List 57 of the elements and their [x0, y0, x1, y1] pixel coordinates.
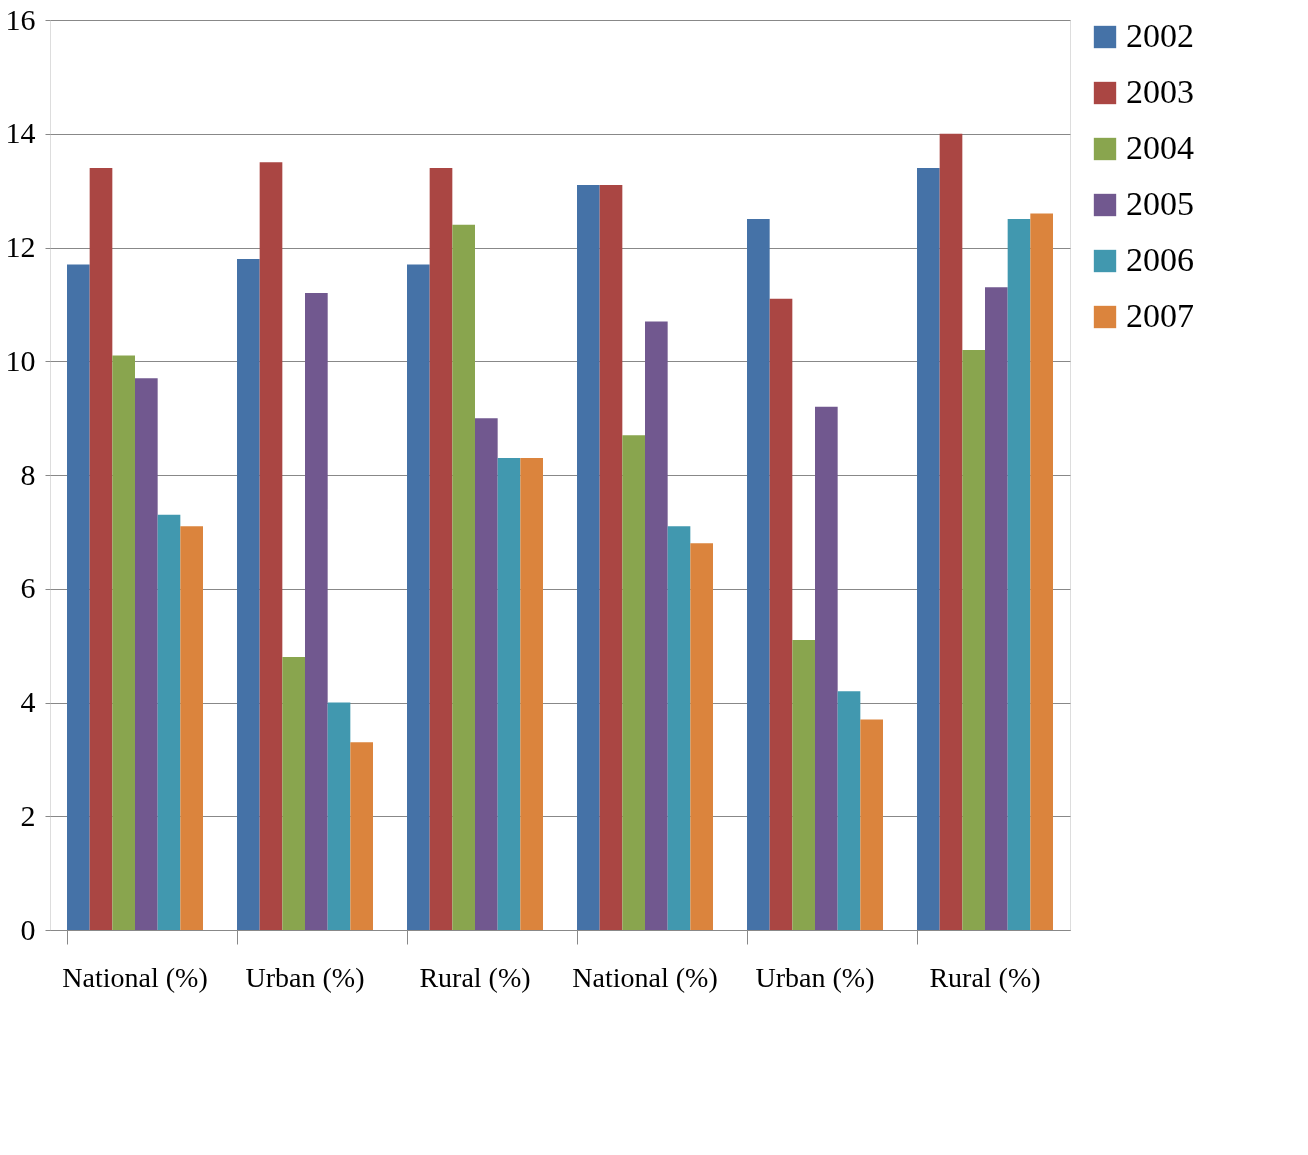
bar	[429, 167, 453, 930]
x-tick-label: Rural (%)	[929, 961, 1041, 993]
bar	[837, 691, 861, 930]
legend-label: 2005	[1126, 185, 1194, 222]
bar	[792, 639, 815, 930]
legend-label: 2002	[1126, 17, 1194, 54]
legend-label: 2003	[1126, 73, 1194, 110]
y-tick-label: 8	[20, 457, 36, 491]
x-tick-label: Urban (%)	[755, 961, 875, 993]
bar	[475, 418, 498, 930]
bar	[67, 264, 90, 930]
bar	[327, 702, 351, 930]
bar	[1007, 219, 1031, 930]
bar	[89, 167, 113, 930]
legend-label: 2006	[1126, 241, 1194, 278]
y-tick-label: 14	[5, 116, 36, 150]
bar	[112, 355, 135, 930]
legend-label: 2007	[1126, 297, 1194, 334]
bar	[305, 293, 328, 930]
bar	[962, 349, 985, 930]
y-tick-label: 12	[5, 230, 36, 263]
bar	[237, 258, 260, 930]
y-tick-label: 2	[20, 798, 36, 832]
bar	[407, 264, 430, 930]
legend-label: 2004	[1126, 129, 1194, 166]
bar	[622, 435, 645, 930]
y-tick-label: 16	[5, 2, 36, 36]
x-tick-label: National (%)	[62, 961, 208, 993]
bar	[667, 526, 691, 930]
bar	[690, 543, 713, 930]
x-tick-label: Rural (%)	[419, 961, 531, 993]
y-tick-label: 6	[20, 571, 36, 605]
bar	[939, 133, 963, 930]
bar	[452, 224, 475, 930]
bar	[917, 167, 940, 930]
y-tick-label: 0	[20, 912, 36, 946]
bar	[747, 219, 770, 930]
bar	[599, 184, 623, 930]
y-tick-label: 10	[5, 343, 36, 377]
bar	[1030, 213, 1053, 930]
bar	[350, 742, 373, 930]
bar	[259, 162, 283, 930]
bar	[180, 526, 203, 930]
bar	[769, 298, 793, 930]
bar	[860, 719, 883, 930]
bar	[577, 184, 600, 930]
bar	[282, 657, 305, 930]
x-tick-label: National (%)	[572, 961, 718, 993]
bar	[157, 514, 181, 930]
bar	[985, 287, 1008, 930]
x-tick-label: Urban (%)	[245, 961, 365, 993]
bar	[815, 406, 838, 930]
y-tick-label: 4	[20, 685, 36, 718]
bar	[135, 378, 158, 930]
bar	[520, 457, 543, 930]
bar	[645, 321, 668, 930]
bar	[497, 457, 521, 930]
